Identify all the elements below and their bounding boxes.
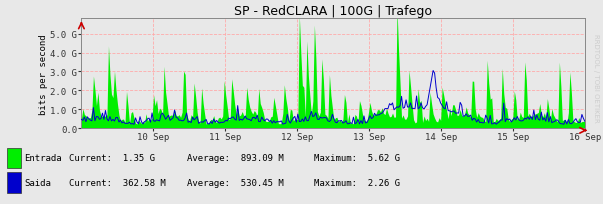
Text: Average:  530.45 M: Average: 530.45 M	[187, 178, 283, 187]
Text: Maximum:  2.26 G: Maximum: 2.26 G	[314, 178, 400, 187]
Text: Entrada: Entrada	[24, 154, 62, 163]
Title: SP - RedCLARA | 100G | Trafego: SP - RedCLARA | 100G | Trafego	[234, 5, 432, 18]
Text: RRDTOOL / TOBI OETIKER: RRDTOOL / TOBI OETIKER	[593, 33, 599, 122]
Y-axis label: bits per second: bits per second	[39, 34, 48, 114]
Text: Current:  1.35 G: Current: 1.35 G	[69, 154, 156, 163]
Text: Maximum:  5.62 G: Maximum: 5.62 G	[314, 154, 400, 163]
Text: Current:  362.58 M: Current: 362.58 M	[69, 178, 166, 187]
Text: Saida: Saida	[24, 178, 51, 187]
Text: Average:  893.09 M: Average: 893.09 M	[187, 154, 283, 163]
